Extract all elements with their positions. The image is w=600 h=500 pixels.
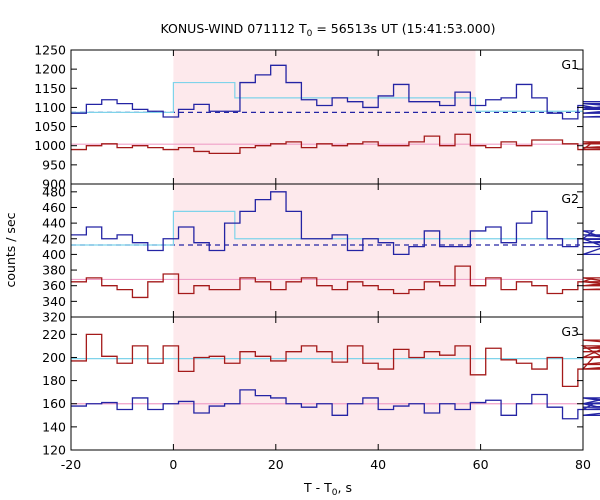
x-axis-label-post: , s xyxy=(338,480,352,495)
x-tick-label: 20 xyxy=(268,457,284,472)
y-tick-label: 1200 xyxy=(34,62,66,77)
y-tick-label: 160 xyxy=(42,396,66,411)
plot-area: 900950100010501100115012001250G132034036… xyxy=(34,43,600,472)
y-tick-label: 1250 xyxy=(34,43,66,58)
panel-frame xyxy=(70,316,584,451)
x-axis-label-pre: T - T xyxy=(303,480,332,495)
chart-title: KONUS-WIND 071112 T0 = 56513s UT (15:41:… xyxy=(160,21,495,39)
panel-g3: 120 140 160 180 200 220 G3 xyxy=(42,316,600,458)
y-tick-label: 360 xyxy=(42,278,66,293)
y-tick-label: 1050 xyxy=(34,119,66,134)
y-tick-label: 1000 xyxy=(34,138,66,153)
y-tick-label: 320 xyxy=(42,310,66,325)
series-histogram-blue xyxy=(71,389,600,420)
x-tick-label: 0 xyxy=(169,457,177,472)
x-tick-label: -20 xyxy=(61,457,81,472)
y-tick-label: 1150 xyxy=(34,81,66,96)
y-tick-label: 400 xyxy=(42,247,66,262)
y-tick-label: 420 xyxy=(42,231,66,246)
x-tick-label: 80 xyxy=(575,457,591,472)
chart-title-post: = 56513s UT (15:41:53.000) xyxy=(312,21,495,36)
series-histogram-red xyxy=(71,133,600,155)
highlight-interval-band xyxy=(173,50,476,184)
series-histogram-red xyxy=(71,333,600,388)
y-tick-label: 120 xyxy=(42,443,66,458)
panel-label: G2 xyxy=(561,191,579,206)
highlight-interval-band xyxy=(173,317,476,450)
chart-title-pre: KONUS-WIND 071112 T xyxy=(160,21,306,36)
x-axis-label: T - T0, s xyxy=(303,480,352,498)
x-tick-label: 60 xyxy=(473,457,489,472)
x-axis-label-sub: 0 xyxy=(332,488,338,498)
y-tick-label: 480 xyxy=(42,184,66,199)
y-tick-label: 220 xyxy=(42,327,66,342)
series-histogram-blue xyxy=(71,64,600,120)
x-tick-label: 40 xyxy=(370,457,386,472)
panel-label: G1 xyxy=(561,57,579,72)
y-tick-label: 1100 xyxy=(34,100,66,115)
y-tick-label: 440 xyxy=(42,216,66,231)
y-tick-label: 340 xyxy=(42,294,66,309)
y-tick-label: 900 xyxy=(42,177,66,192)
chart-title-sub: 0 xyxy=(307,29,313,39)
panel-label: G3 xyxy=(561,324,579,339)
y-tick-label: 140 xyxy=(42,419,66,434)
y-tick-label: 180 xyxy=(42,373,66,388)
y-tick-label: 380 xyxy=(42,263,66,278)
y-tick-label: 950 xyxy=(42,157,66,172)
series-histogram-blue xyxy=(71,191,600,256)
y-tick-label: 200 xyxy=(42,350,66,365)
panel-g1: 900 950 1000 1050 1100 1150 1200 1250 G1 xyxy=(34,43,600,192)
y-axis-label: counts / sec xyxy=(3,212,18,287)
fit-line-1 xyxy=(71,81,583,114)
y-tick-label: 460 xyxy=(42,200,66,215)
fit-line-1 xyxy=(71,210,583,246)
